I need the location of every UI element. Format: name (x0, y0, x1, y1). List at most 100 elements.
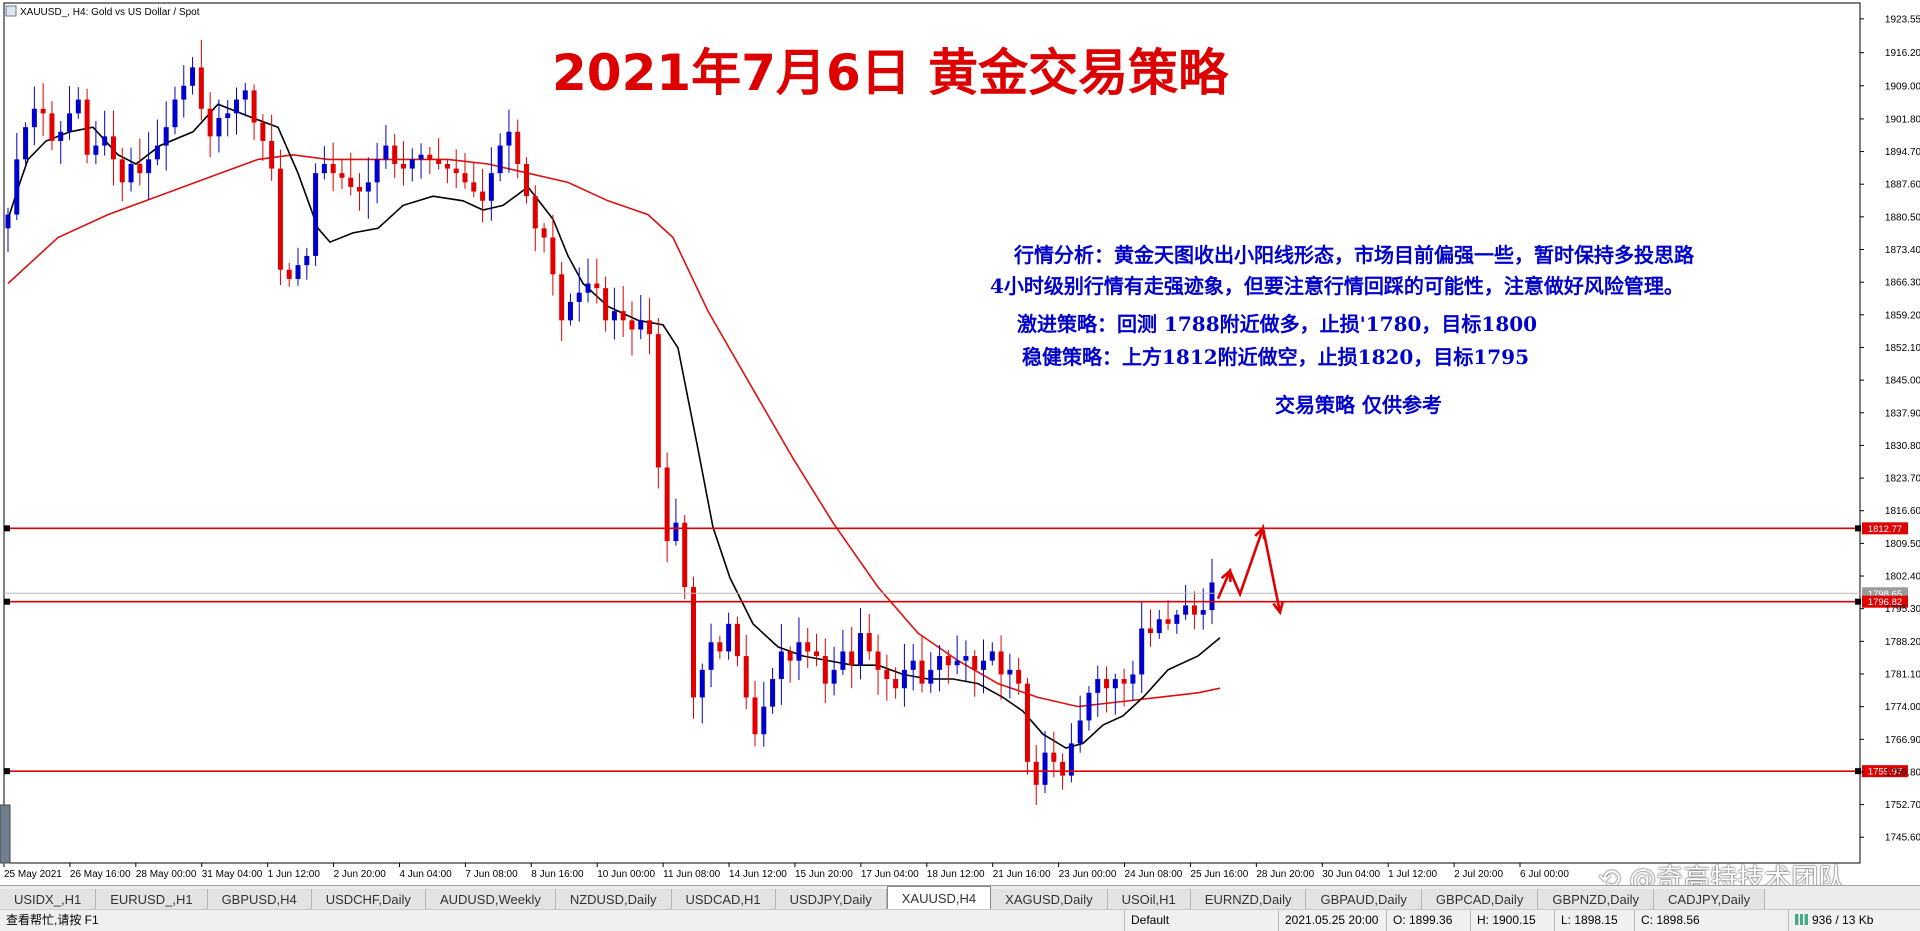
candle-body (84, 99, 90, 155)
candle (998, 635, 1004, 700)
candle-body (901, 669, 907, 689)
candle-body (471, 182, 477, 192)
candle (981, 639, 987, 694)
candle (295, 247, 301, 286)
candle-body (655, 334, 661, 468)
candle (137, 138, 143, 186)
candle-body (954, 660, 960, 666)
candle-body (506, 131, 512, 146)
candle (1147, 609, 1153, 647)
candle-body (163, 127, 169, 146)
candle-body (286, 269, 292, 279)
tab-eurusd-h1[interactable]: EURUSD_,H1 (96, 889, 208, 910)
candle-body (1209, 582, 1215, 611)
level-handle-right[interactable] (1855, 598, 1861, 605)
price-tag-label: 1759.97 (1868, 767, 1902, 778)
candle (849, 627, 855, 689)
level-handle-left[interactable] (4, 598, 10, 605)
candle-body (576, 292, 582, 302)
candle-body (787, 651, 793, 661)
price-chart[interactable]: XAUUSD_, H4: Gold vs US Dollar / Spot 20… (0, 0, 1920, 885)
candle-body (893, 679, 899, 689)
tab-usoil-h1[interactable]: USOil,H1 (1107, 889, 1191, 910)
forecast-arrowhead-peak (1254, 525, 1266, 540)
tab-usidx-h1[interactable]: USIDX_,H1 (0, 889, 97, 910)
candle-body (699, 669, 705, 698)
tab-gbpaud-daily[interactable]: GBPAUD,Daily (1306, 889, 1422, 910)
status-help: 查看帮忙,请按 F1 (6, 913, 99, 927)
candle-body (594, 283, 600, 289)
candle (778, 624, 784, 705)
y-tick-label: 1781.10 (1885, 669, 1920, 680)
candle (1104, 666, 1110, 713)
y-tick-label: 1923.55 (1885, 14, 1920, 25)
candle (1086, 686, 1092, 731)
status-profile[interactable]: Default (1124, 910, 1281, 931)
candle-body (497, 145, 503, 174)
candle-body (128, 163, 134, 183)
candle (348, 152, 354, 196)
y-tick-label: 1766.90 (1885, 735, 1920, 746)
candle (1112, 673, 1118, 715)
tab-audusd-weekly[interactable]: AUDUSD,Weekly (425, 889, 556, 910)
x-tick-label: 25 May 2021 (4, 869, 62, 880)
candle-body (225, 113, 231, 118)
candle-body (567, 301, 573, 321)
candle (673, 498, 679, 546)
y-tick-label: 1830.80 (1885, 441, 1920, 452)
candle-body (58, 131, 64, 141)
forecast-arrow-path (1216, 523, 1282, 613)
level-handle-right[interactable] (1855, 525, 1861, 532)
candle-body (488, 173, 494, 201)
x-tick-label: 2 Jun 20:00 (334, 869, 387, 880)
candle (567, 293, 573, 326)
candle (1007, 653, 1013, 699)
tab-usdjpy-daily[interactable]: USDJPY,Daily (775, 889, 887, 910)
candle (471, 161, 477, 198)
candle (611, 287, 617, 340)
candle-body (866, 633, 872, 652)
tab-usdcad-h1[interactable]: USDCAD,H1 (671, 889, 776, 910)
candle (181, 65, 187, 118)
chart-menu-icon[interactable] (5, 5, 17, 17)
tab-gbpusd-h4[interactable]: GBPUSD,H4 (207, 889, 312, 910)
candle-body (330, 163, 336, 174)
x-tick-label: 28 Jun 20:00 (1256, 869, 1314, 880)
candle (1130, 660, 1136, 701)
candle (313, 163, 319, 266)
status-datetime: 2021.05.25 20:00 (1278, 910, 1389, 931)
tab-gbpnzd-daily[interactable]: GBPNZD,Daily (1538, 889, 1655, 910)
candle-body (146, 159, 152, 174)
level-handle-left[interactable] (4, 768, 10, 775)
disclaimer-text: 交易策略 仅供参考 (1275, 393, 1442, 417)
candle (453, 149, 459, 189)
candle-body (1183, 605, 1189, 615)
candle-body (1033, 761, 1039, 785)
tab-eurnzd-daily[interactable]: EURNZD,Daily (1190, 889, 1307, 910)
candle (409, 148, 415, 182)
left-scroll-handle[interactable] (0, 804, 11, 864)
level-handle-right[interactable] (1855, 768, 1861, 775)
tab-usdchf-daily[interactable]: USDCHF,Daily (311, 889, 426, 910)
candle-body (963, 656, 969, 661)
tab-nzdusd-daily[interactable]: NZDUSD,Daily (555, 889, 672, 910)
level-handle-left[interactable] (4, 525, 10, 532)
tab-cadjpy-daily[interactable]: CADJPY,Daily (1654, 889, 1766, 910)
y-tick-label: 1880.50 (1885, 212, 1920, 223)
candle (5, 207, 11, 253)
tab-xagusd-daily[interactable]: XAGUSD,Daily (991, 889, 1108, 910)
status-traffic: 936 / 13 Kb (1788, 910, 1920, 931)
candle-body (1130, 674, 1136, 684)
chart-window[interactable]: XAUUSD_, H4: Gold vs US Dollar / Spot 20… (0, 0, 1920, 885)
candle-body (981, 660, 987, 670)
candle (796, 617, 802, 681)
candle (1156, 609, 1162, 639)
x-tick-label: 24 Jun 08:00 (1125, 869, 1183, 880)
tab-xauusd-h4[interactable]: XAUUSD,H4 (886, 886, 992, 910)
tab-gbpcad-daily[interactable]: GBPCAD,Daily (1421, 889, 1539, 910)
candle (840, 629, 846, 676)
candle (857, 608, 863, 680)
candle-body (875, 651, 881, 670)
candle (277, 149, 283, 285)
chart-title: 2021年7月6日 黄金交易策略 (552, 44, 1229, 102)
